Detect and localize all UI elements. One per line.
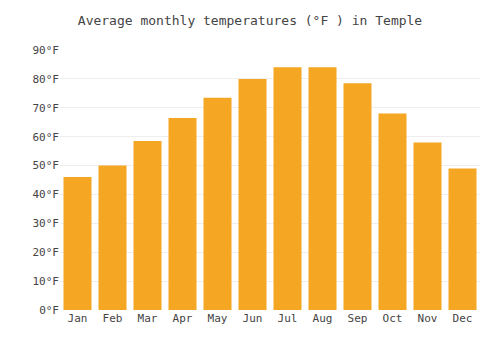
svg-text:60°F: 60°F bbox=[33, 131, 60, 144]
svg-text:70°F: 70°F bbox=[33, 102, 60, 115]
svg-text:20°F: 20°F bbox=[33, 246, 60, 259]
svg-text:Dec: Dec bbox=[453, 312, 473, 325]
svg-text:10°F: 10°F bbox=[33, 275, 60, 288]
svg-text:Oct: Oct bbox=[383, 312, 403, 325]
svg-text:Feb: Feb bbox=[103, 312, 123, 325]
svg-text:Jan: Jan bbox=[68, 312, 88, 325]
svg-text:80°F: 80°F bbox=[33, 73, 60, 86]
svg-text:May: May bbox=[208, 312, 228, 325]
svg-text:50°F: 50°F bbox=[33, 159, 60, 172]
svg-text:Sep: Sep bbox=[348, 312, 368, 325]
svg-text:Jul: Jul bbox=[278, 312, 298, 325]
svg-text:0°F: 0°F bbox=[39, 304, 59, 317]
svg-text:Nov: Nov bbox=[418, 312, 438, 325]
svg-text:Average monthly temperatures (: Average monthly temperatures (°F ) in Te… bbox=[78, 13, 423, 28]
svg-text:40°F: 40°F bbox=[33, 188, 60, 201]
svg-text:Mar: Mar bbox=[138, 312, 158, 325]
svg-text:Jun: Jun bbox=[243, 312, 263, 325]
svg-text:Aug: Aug bbox=[313, 312, 333, 325]
svg-text:90°F: 90°F bbox=[33, 44, 60, 57]
svg-text:Apr: Apr bbox=[173, 312, 193, 325]
svg-text:30°F: 30°F bbox=[33, 217, 60, 230]
